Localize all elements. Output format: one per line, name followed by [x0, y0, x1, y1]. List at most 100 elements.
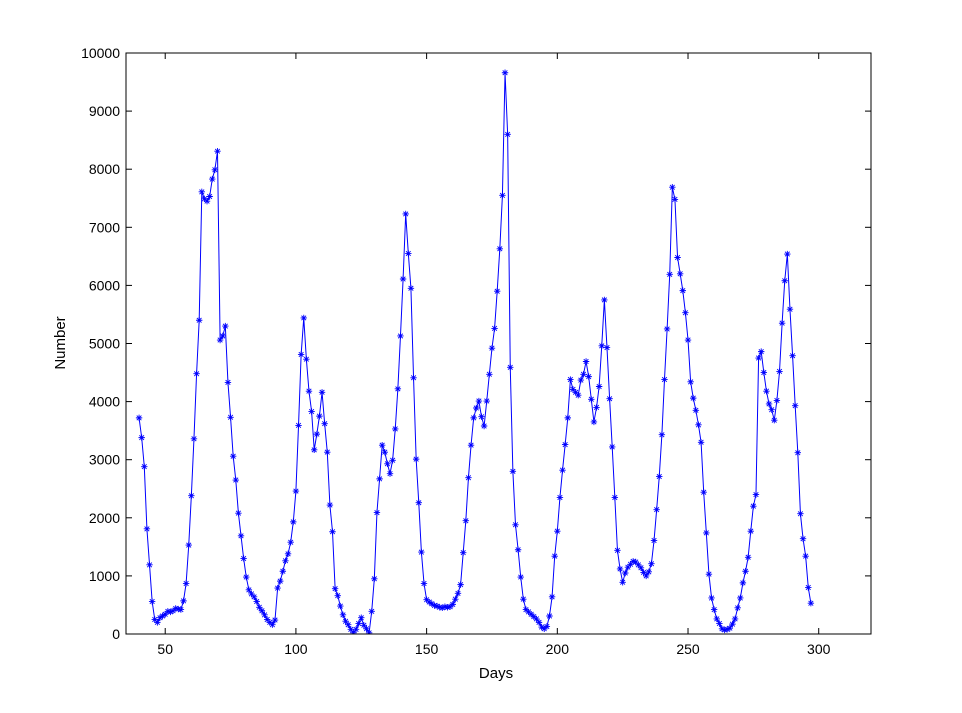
data-point: [240, 555, 247, 562]
data-point: [501, 69, 509, 76]
data-point: [679, 287, 686, 294]
data-point: [462, 517, 470, 524]
data-point: [263, 616, 271, 623]
data-point: [491, 325, 498, 332]
data-point: [195, 317, 203, 324]
data-point: [292, 487, 300, 495]
data-point: [561, 441, 569, 448]
x-tick-label: 100: [284, 641, 308, 657]
data-point: [718, 625, 726, 632]
data-point: [771, 416, 778, 424]
data-point: [789, 352, 796, 359]
data-point: [697, 439, 705, 446]
data-point: [420, 580, 428, 587]
data-point: [143, 525, 151, 533]
data-point: [726, 624, 734, 632]
data-point: [245, 586, 253, 594]
data-point: [258, 607, 266, 614]
x-tick-label: 50: [157, 641, 173, 657]
data-point: [499, 192, 506, 199]
data-point: [737, 594, 744, 602]
data-point: [303, 355, 310, 363]
data-point: [611, 494, 619, 501]
x-tick-label: 300: [807, 641, 831, 657]
x-tick-label: 250: [676, 641, 700, 657]
data-point: [237, 532, 245, 540]
data-point: [365, 629, 373, 634]
data-point: [606, 395, 613, 402]
data-point: [674, 254, 681, 261]
data-point: [167, 608, 174, 616]
data-point: [371, 575, 378, 583]
data-point: [428, 600, 436, 607]
data-point: [535, 619, 543, 626]
data-point: [739, 579, 747, 587]
data-point: [342, 618, 349, 625]
data-point: [559, 466, 566, 474]
data-point: [169, 607, 177, 614]
data-point: [588, 396, 595, 403]
data-point: [478, 413, 485, 420]
data-point: [593, 404, 600, 411]
data-point: [305, 387, 313, 395]
data-point: [580, 371, 587, 378]
data-point: [277, 577, 284, 585]
data-point: [253, 598, 260, 605]
data-point: [663, 325, 671, 333]
data-point: [752, 491, 760, 498]
data-point: [527, 611, 535, 618]
data-point: [162, 611, 169, 618]
data-point: [514, 546, 522, 553]
data-point: [595, 383, 603, 390]
data-point: [274, 584, 281, 592]
data-point: [284, 550, 292, 558]
data-point: [279, 568, 287, 575]
data-point: [376, 475, 383, 483]
data-point: [671, 196, 679, 203]
data-point: [653, 506, 660, 513]
y-tick-label: 7000: [89, 219, 120, 235]
data-point: [344, 621, 352, 628]
data-point: [786, 306, 794, 313]
data-point: [656, 473, 663, 480]
x-axis-label: Days: [479, 665, 513, 682]
data-point: [543, 623, 551, 630]
data-point: [433, 602, 441, 610]
data-point: [729, 620, 736, 628]
data-point: [326, 501, 334, 509]
data-point: [465, 474, 472, 481]
data-point: [794, 449, 802, 456]
data-point: [551, 552, 558, 560]
plot-layer: [135, 69, 815, 634]
data-point: [329, 528, 336, 535]
data-point: [567, 376, 574, 383]
data-point: [454, 590, 462, 597]
data-point: [439, 604, 446, 612]
data-point: [572, 389, 579, 396]
data-point: [190, 435, 198, 442]
data-point: [507, 364, 514, 371]
data-point: [797, 510, 804, 517]
data-point: [632, 558, 639, 566]
data-point: [201, 195, 208, 203]
data-point: [308, 408, 315, 415]
data-point: [235, 509, 242, 517]
data-point: [164, 608, 172, 615]
data-point: [577, 376, 585, 384]
data-point: [486, 371, 493, 378]
data-point: [436, 604, 443, 611]
data-point: [350, 629, 357, 634]
data-point: [138, 434, 145, 441]
data-point: [724, 626, 731, 633]
data-point: [791, 402, 799, 409]
data-point: [198, 188, 206, 196]
data-point: [473, 404, 480, 412]
data-point: [452, 595, 459, 603]
data-point: [609, 443, 616, 451]
y-tick-label: 4000: [89, 394, 120, 410]
data-point: [159, 612, 166, 620]
data-point: [614, 547, 621, 554]
data-point: [407, 285, 415, 292]
data-point: [378, 441, 386, 449]
data-point: [520, 595, 527, 603]
